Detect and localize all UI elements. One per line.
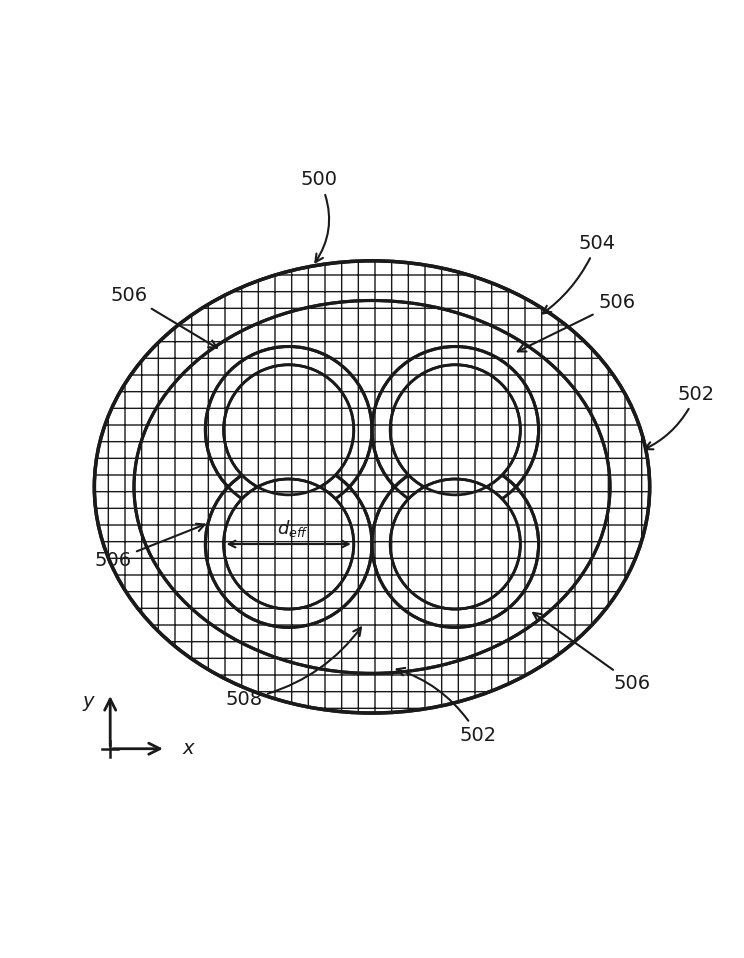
Text: 506: 506 — [518, 293, 635, 352]
Text: 502: 502 — [645, 385, 714, 449]
Circle shape — [205, 347, 372, 513]
Text: 506: 506 — [533, 613, 651, 694]
Text: 506: 506 — [110, 285, 217, 348]
Circle shape — [224, 365, 353, 495]
Circle shape — [372, 347, 539, 513]
Circle shape — [391, 479, 520, 609]
Circle shape — [205, 461, 372, 627]
Circle shape — [224, 479, 353, 609]
Text: $d_{eff}$: $d_{eff}$ — [277, 517, 309, 538]
Ellipse shape — [94, 261, 650, 713]
Text: 504: 504 — [543, 234, 615, 313]
Circle shape — [372, 461, 539, 627]
Text: 502: 502 — [397, 668, 496, 744]
Text: 508: 508 — [225, 627, 361, 709]
Text: x: x — [182, 740, 193, 758]
Text: y: y — [83, 692, 94, 711]
Text: 500: 500 — [301, 171, 338, 262]
Circle shape — [391, 365, 520, 495]
Text: 506: 506 — [94, 524, 205, 570]
Ellipse shape — [134, 301, 610, 673]
